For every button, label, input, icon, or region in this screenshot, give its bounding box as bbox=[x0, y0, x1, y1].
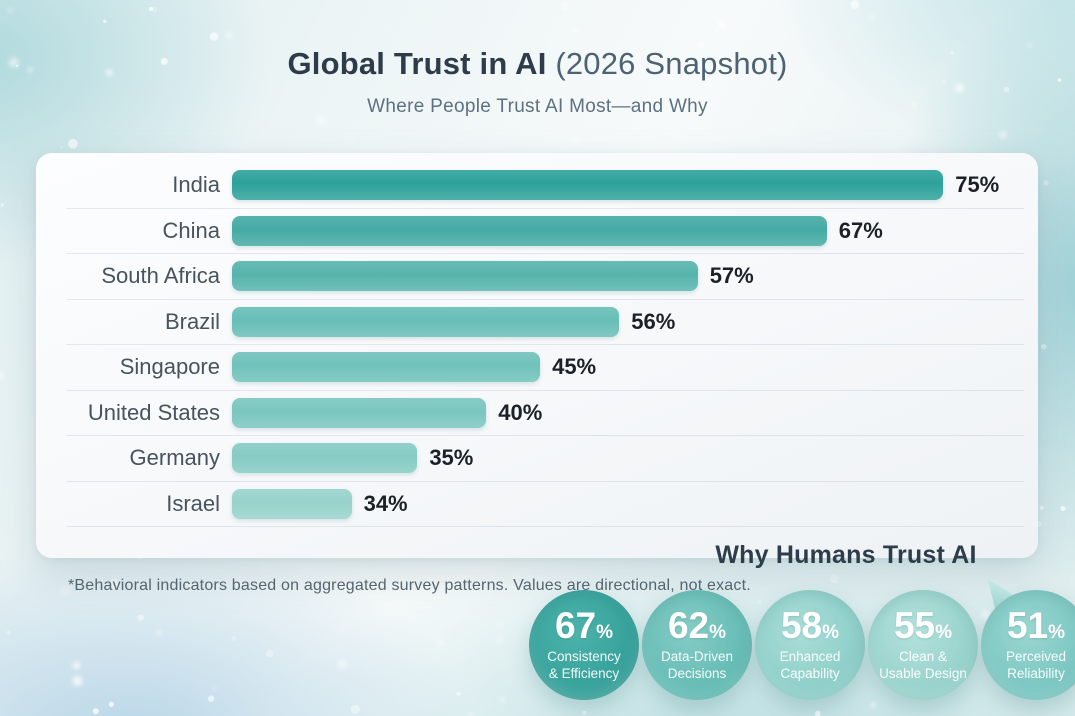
bar-row-brazil: Brazil 56% bbox=[66, 300, 1024, 345]
bar-value-label: 67% bbox=[838, 217, 883, 243]
bar-row-germany: Germany 35% bbox=[66, 436, 1024, 482]
bar-value-label: 75% bbox=[955, 172, 1000, 198]
bar-track: 34% bbox=[232, 488, 1024, 519]
badge-value: 55% bbox=[893, 605, 953, 647]
bar bbox=[232, 352, 541, 383]
country-label: China bbox=[162, 217, 220, 243]
bar bbox=[232, 170, 944, 201]
bar-track: 35% bbox=[232, 443, 1024, 474]
header: Global Trust in AI (2026 Snapshot) Where… bbox=[0, 46, 1075, 118]
bar-chart: India 75% China 67% South Africa 57% bbox=[66, 163, 1024, 527]
badge-value: 51% bbox=[1006, 605, 1066, 647]
badge-value: 67% bbox=[554, 605, 614, 647]
bar-row-south-africa: South Africa 57% bbox=[66, 254, 1024, 300]
badge-label: Clean & Usable Design bbox=[879, 649, 967, 681]
badge-consistency-efficiency: 67% Consistency & Efficiency bbox=[529, 590, 639, 700]
badge-label: Perceived Reliability bbox=[1005, 649, 1067, 681]
badge-label: Enhanced Capability bbox=[779, 649, 841, 681]
bar-value-label: 57% bbox=[709, 263, 754, 289]
footnote: *Behavioral indicators based on aggregat… bbox=[68, 577, 751, 594]
bar-value-label: 35% bbox=[429, 445, 474, 471]
title-suffix: (2026 Snapshot) bbox=[546, 46, 788, 81]
badge-clean-usable-design: 55% Clean & Usable Design bbox=[868, 590, 978, 700]
page-title: Global Trust in AI (2026 Snapshot) bbox=[0, 46, 1075, 82]
bar-track: 67% bbox=[232, 215, 1024, 246]
bar-track: 40% bbox=[232, 397, 1024, 428]
bar-track: 45% bbox=[232, 352, 1024, 383]
bar-track: 56% bbox=[232, 306, 1024, 337]
bar bbox=[232, 443, 418, 474]
bar-row-united-states: United States 40% bbox=[66, 391, 1024, 436]
badge-perceived-reliability: 51% Perceived Reliability bbox=[981, 590, 1075, 700]
bar bbox=[232, 397, 487, 428]
country-label: United States bbox=[87, 399, 220, 425]
bar bbox=[232, 215, 827, 246]
bar-track: 57% bbox=[232, 261, 1024, 292]
country-label: Germany bbox=[129, 445, 220, 471]
badge-value: 58% bbox=[780, 605, 840, 647]
badge-label: Data-Driven Decisions bbox=[660, 649, 734, 681]
bar-value-label: 40% bbox=[498, 399, 543, 425]
country-label: Singapore bbox=[119, 354, 220, 380]
badge-label: Consistency & Efficiency bbox=[547, 649, 621, 681]
bar-row-china: China 67% bbox=[66, 209, 1024, 254]
country-label: South Africa bbox=[101, 263, 220, 289]
bar-value-label: 56% bbox=[631, 308, 676, 334]
bar bbox=[232, 261, 698, 292]
bar-row-india: India 75% bbox=[66, 163, 1024, 209]
badge-enhanced-capability: 58% Enhanced Capability bbox=[755, 590, 865, 700]
bar-value-label: 34% bbox=[363, 490, 408, 516]
page-subtitle: Where People Trust AI Most—and Why bbox=[367, 96, 708, 117]
bar-row-israel: Israel 34% bbox=[66, 482, 1024, 527]
bar bbox=[232, 306, 620, 337]
bar-track: 75% bbox=[232, 170, 1024, 201]
chart-card: India 75% China 67% South Africa 57% bbox=[36, 153, 1075, 700]
bar-value-label: 45% bbox=[552, 354, 597, 380]
title-main: Global Trust in AI bbox=[287, 46, 547, 81]
why-section-title: Why Humans Trust AI bbox=[715, 541, 977, 569]
bar bbox=[232, 488, 352, 519]
country-label: Brazil bbox=[164, 308, 220, 334]
badge-data-driven-decisions: 62% Data-Driven Decisions bbox=[642, 590, 752, 700]
country-label: Israel bbox=[166, 490, 220, 516]
bar-row-singapore: Singapore 45% bbox=[66, 345, 1024, 391]
trust-reason-badges: 67% Consistency & Efficiency 62% Data-Dri… bbox=[529, 579, 1075, 700]
country-label: India bbox=[172, 172, 220, 198]
badge-value: 62% bbox=[667, 605, 727, 647]
